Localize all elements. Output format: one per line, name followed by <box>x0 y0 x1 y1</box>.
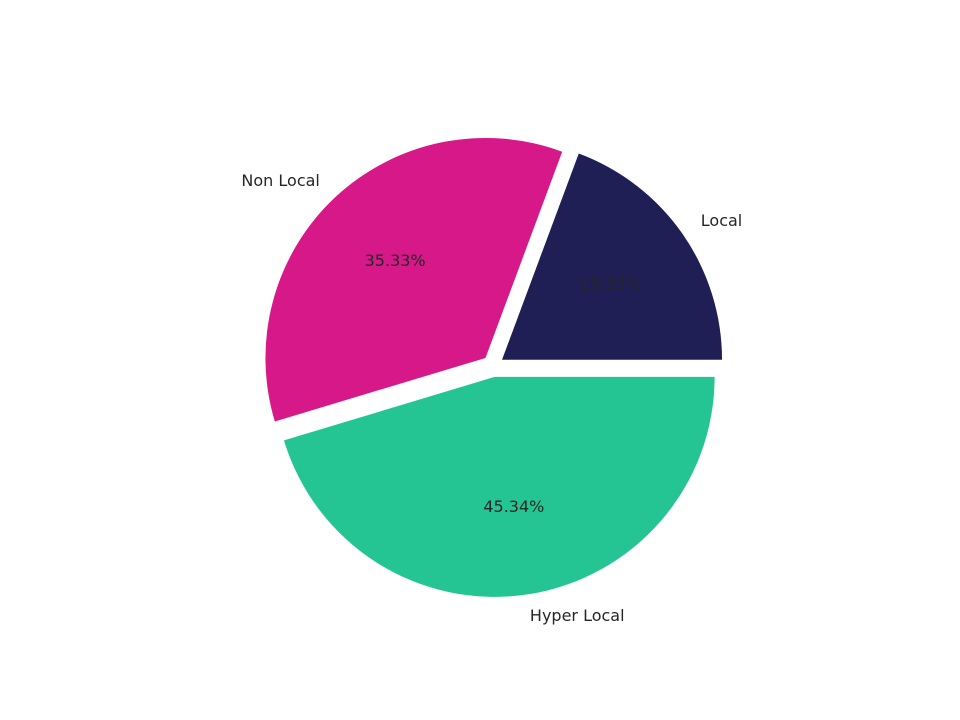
pie-slice <box>283 376 715 597</box>
pie-slice <box>265 137 563 422</box>
percent-label: 35.33% <box>365 251 426 270</box>
slice-label: Non Local <box>241 171 319 190</box>
percent-label: 19.33% <box>580 274 641 293</box>
percent-label: 45.34% <box>483 497 544 516</box>
slice-label: Local <box>701 211 742 230</box>
pie-slice <box>502 153 723 360</box>
slice-label: Hyper Local <box>530 606 625 625</box>
